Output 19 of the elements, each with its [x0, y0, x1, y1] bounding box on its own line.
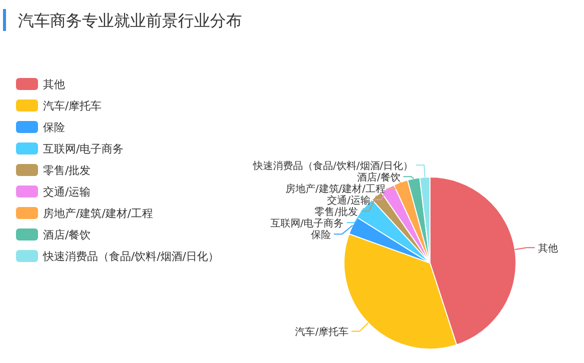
slice-label: 快速消费品（食品/饮料/烟酒/日化） — [252, 160, 414, 172]
slice-label: 互联网/电子商务 — [270, 218, 344, 230]
legend-label: 互联网/电子商务 — [43, 142, 124, 156]
category-label: 交通/运输 — [327, 196, 370, 207]
legend-label: 交通/运输 — [43, 186, 91, 198]
slice-label: 零售/批发 — [314, 206, 358, 218]
slice-label: 其他 — [538, 242, 558, 255]
slice-label: 保险 — [310, 229, 331, 242]
category-label: 酒店/餐饮 — [356, 172, 400, 184]
category-label: 房地产/建筑/建材/工程 — [285, 184, 386, 196]
legend-label: 保险 — [43, 121, 65, 134]
legend-label: 快速消费品（食品/饮料/烟酒/日化） — [42, 250, 220, 263]
legend-label: 零售/批发 — [43, 164, 91, 177]
legend-label: 酒店/餐饮 — [43, 228, 91, 242]
legend-label: 房地产/建筑/建材/工程 — [43, 207, 154, 220]
chart-title: 汽车商务专业就业前景行业分布 — [18, 11, 242, 30]
slice-label: 汽车/摩托车 — [295, 326, 349, 338]
legend-label: 其他 — [43, 78, 65, 91]
legend-label: 汽车/摩托车 — [43, 100, 102, 112]
